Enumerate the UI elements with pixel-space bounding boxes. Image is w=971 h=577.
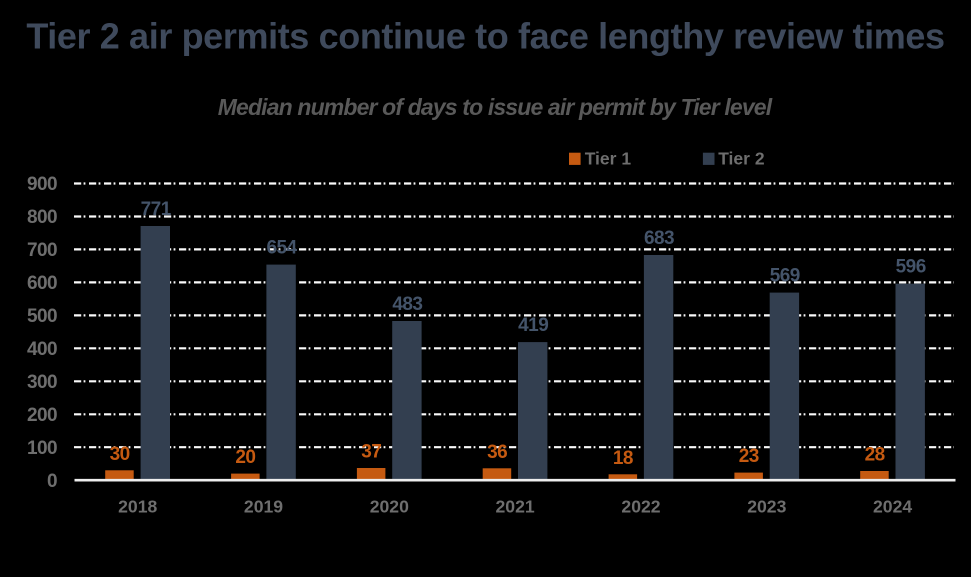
svg-text:400: 400 xyxy=(27,339,57,360)
svg-text:771: 771 xyxy=(141,199,172,220)
svg-text:200: 200 xyxy=(27,405,57,426)
svg-text:700: 700 xyxy=(27,240,57,261)
svg-text:2023: 2023 xyxy=(747,497,786,517)
svg-text:28: 28 xyxy=(865,445,885,466)
svg-text:500: 500 xyxy=(27,306,57,327)
svg-text:419: 419 xyxy=(518,315,548,336)
svg-text:900: 900 xyxy=(27,174,57,195)
svg-text:Tier 2 air permits continue to: Tier 2 air permits continue to face leng… xyxy=(26,16,944,57)
svg-text:654: 654 xyxy=(266,238,297,259)
svg-text:20: 20 xyxy=(235,447,255,468)
svg-text:Tier 1: Tier 1 xyxy=(585,149,632,169)
svg-text:0: 0 xyxy=(47,471,57,492)
svg-text:100: 100 xyxy=(27,438,57,459)
svg-text:2022: 2022 xyxy=(621,497,660,517)
svg-text:23: 23 xyxy=(739,446,759,467)
svg-text:2018: 2018 xyxy=(118,497,157,517)
svg-text:18: 18 xyxy=(613,448,633,469)
svg-text:37: 37 xyxy=(361,442,381,463)
svg-text:596: 596 xyxy=(896,257,926,278)
svg-text:2020: 2020 xyxy=(370,497,409,517)
svg-text:600: 600 xyxy=(27,273,57,294)
svg-text:800: 800 xyxy=(27,207,57,228)
svg-text:30: 30 xyxy=(110,444,130,465)
svg-text:569: 569 xyxy=(770,266,800,287)
svg-text:36: 36 xyxy=(487,442,507,463)
svg-text:683: 683 xyxy=(644,228,674,249)
svg-text:2024: 2024 xyxy=(873,497,912,517)
svg-text:2019: 2019 xyxy=(244,497,283,517)
svg-text:2021: 2021 xyxy=(496,497,535,517)
svg-text:483: 483 xyxy=(392,294,422,315)
svg-text:Tier 2: Tier 2 xyxy=(718,149,765,169)
svg-text:Median number of days to issue: Median number of days to issue air permi… xyxy=(218,94,773,120)
svg-text:300: 300 xyxy=(27,372,57,393)
